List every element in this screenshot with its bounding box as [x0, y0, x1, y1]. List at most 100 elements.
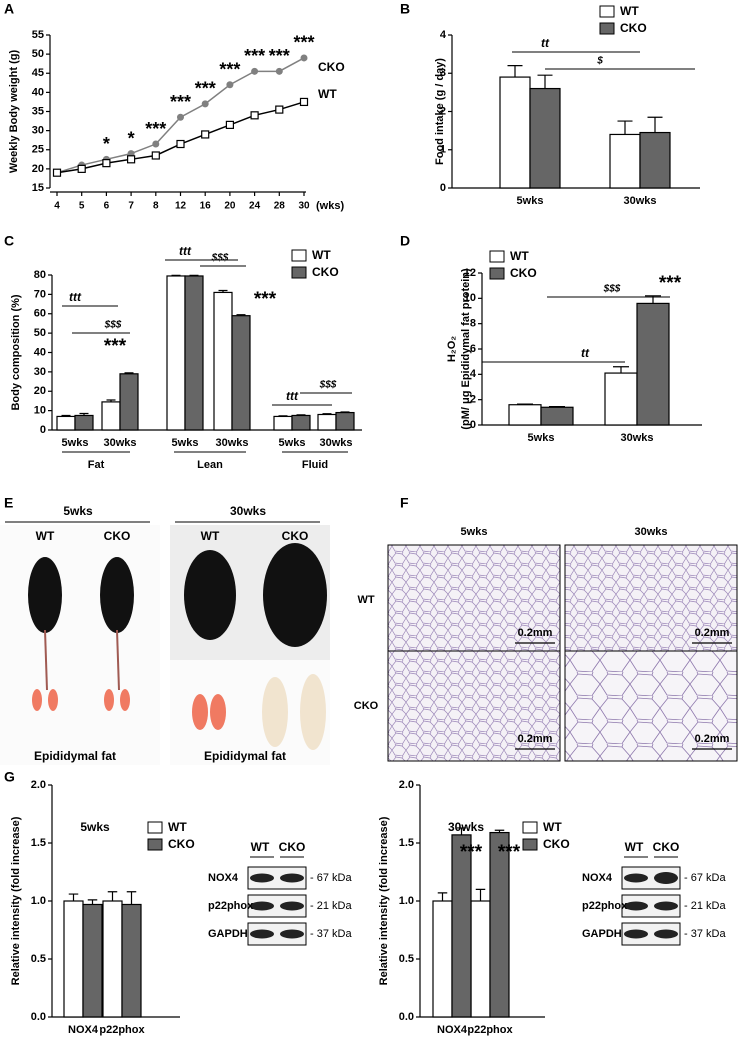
x-tick-label: p22phox — [467, 1024, 513, 1036]
y-tick-label: 1.0 — [31, 895, 46, 907]
error-bar — [68, 893, 79, 901]
significance: tt — [541, 36, 550, 50]
panel-letter: A — [4, 1, 14, 17]
y-tick-label: 2.0 — [31, 779, 46, 791]
bar — [609, 133, 641, 189]
photo-label: CKO — [282, 529, 309, 543]
error-bar — [126, 891, 137, 905]
mouse — [100, 557, 134, 633]
point — [126, 155, 136, 164]
point — [152, 140, 160, 148]
blot-header: WT — [251, 840, 270, 854]
bar — [470, 900, 491, 1018]
bar — [231, 315, 251, 431]
bar — [335, 411, 355, 431]
significance: *** — [460, 842, 483, 863]
photo-caption: Epididymal fat — [204, 749, 286, 763]
error-bar — [617, 120, 633, 135]
significance: *** — [219, 59, 240, 79]
legend-label: CKO — [620, 21, 647, 35]
subtitle: 30wks — [448, 820, 484, 834]
y-tick-label: 1.5 — [31, 837, 46, 849]
y-tick-label: 70 — [34, 288, 46, 300]
group-label: Fat — [88, 459, 105, 471]
x-tick-label: 30 — [298, 201, 310, 212]
y-tick-label: 30 — [32, 125, 44, 137]
band — [280, 929, 304, 939]
x-tick-label: 20 — [224, 201, 236, 212]
y-tick-label: 6 — [470, 343, 476, 355]
significance: ttt — [69, 290, 82, 304]
y-tick-label: 10 — [464, 292, 476, 304]
band — [624, 901, 648, 911]
point — [251, 67, 259, 75]
blot-row-label: GAPDH — [208, 928, 248, 940]
bar — [499, 76, 531, 189]
significance: tt — [581, 346, 590, 360]
x-tick-label: 6 — [104, 201, 110, 212]
mouse — [28, 557, 62, 633]
y-tick-label: 35 — [32, 105, 44, 117]
fat-pad — [48, 689, 58, 711]
legend-swatch — [489, 250, 505, 263]
significance: $$$ — [319, 380, 337, 391]
legend-label: CKO — [510, 266, 537, 280]
x-tick-label: 30wks — [623, 195, 656, 207]
significance: *** — [195, 79, 216, 99]
y-tick-label: 20 — [34, 385, 46, 397]
band — [654, 929, 678, 939]
y-tick-label: 40 — [34, 346, 46, 358]
blot-row-label: p22phox — [208, 900, 254, 912]
point — [201, 100, 209, 108]
y-tick-label: 2 — [470, 394, 476, 406]
x-tick-label: 28 — [274, 201, 286, 212]
point — [250, 111, 259, 120]
bar — [604, 372, 638, 426]
error-bar — [456, 827, 467, 835]
legend-swatch — [599, 22, 615, 35]
y-axis-label: Body composition (%) — [10, 294, 22, 410]
y-tick-label: 60 — [34, 308, 46, 320]
photo-label: WT — [36, 529, 55, 543]
y-tick-label: 1.5 — [399, 837, 414, 849]
band — [250, 901, 274, 911]
x-tick-label: 30wks — [103, 437, 136, 449]
y-tick-label: 12 — [464, 267, 476, 279]
scale-label: 0.2mm — [518, 733, 553, 745]
y-tick-label: 0.5 — [31, 953, 46, 965]
significance: *** — [254, 289, 277, 310]
legend-swatch — [291, 266, 307, 279]
y-axis-label: Relative intensity (fold increase) — [10, 816, 22, 985]
y-tick-label: 0.0 — [31, 1011, 46, 1023]
x-tick-label: NOX4 — [437, 1024, 468, 1036]
x-tick-label: NOX4 — [68, 1024, 99, 1036]
fat-pad — [300, 674, 326, 750]
bar — [451, 834, 472, 1018]
bar — [291, 414, 311, 431]
series-label: CKO — [318, 60, 345, 74]
y-axis-label: Food intake (g / day) — [434, 58, 446, 165]
point — [300, 54, 308, 62]
y-tick-label: 30 — [34, 366, 46, 378]
band — [250, 873, 274, 883]
micrograph — [387, 650, 561, 762]
micrograph — [387, 544, 561, 656]
significance: *** — [659, 273, 682, 294]
micrograph — [564, 544, 738, 656]
panel-letter: F — [400, 495, 409, 511]
blot-strip — [621, 894, 681, 918]
significance: *** — [498, 842, 521, 863]
band — [654, 872, 678, 884]
bar — [82, 903, 103, 1018]
legend-label: CKO — [543, 837, 570, 851]
blot-size: - 67 kDa — [310, 872, 352, 884]
error-bar — [107, 891, 118, 901]
x-tick-label: 30wks — [620, 432, 653, 444]
blot-size: - 67 kDa — [684, 872, 726, 884]
legend-swatch — [522, 838, 538, 851]
column-label: 30wks — [634, 526, 667, 538]
panel-letter: G — [4, 769, 15, 785]
photo-bg — [0, 525, 160, 765]
scale-label: 0.2mm — [518, 627, 553, 639]
subtitle: 5wks — [80, 820, 110, 834]
